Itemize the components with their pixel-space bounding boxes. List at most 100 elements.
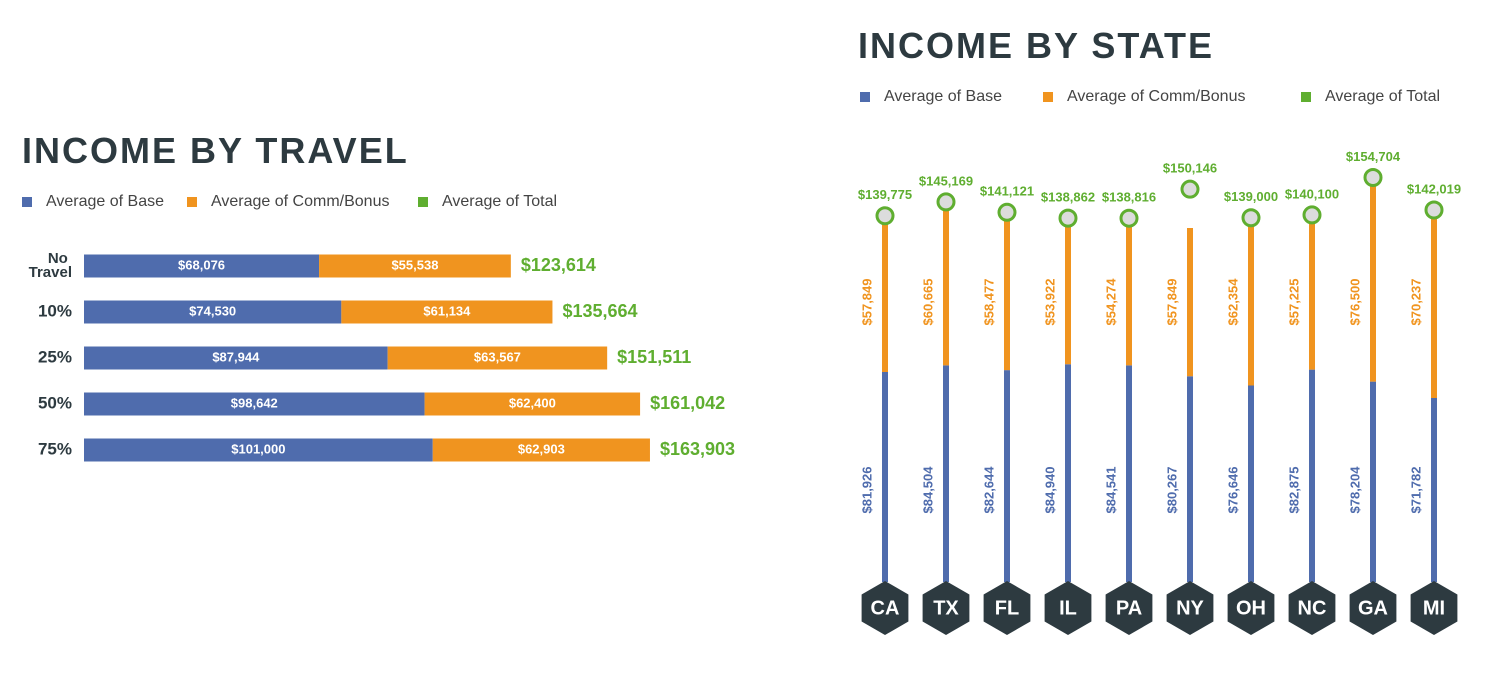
base-label: $76,646 bbox=[1225, 467, 1240, 514]
total-dot bbox=[1424, 200, 1444, 220]
category-label: MI bbox=[1423, 597, 1445, 619]
state-badge bbox=[983, 581, 1031, 635]
category-label: 25% bbox=[38, 347, 72, 366]
bar-segment bbox=[424, 392, 641, 416]
category-label: No Travel bbox=[29, 250, 72, 281]
state-badge bbox=[922, 581, 970, 635]
chart-title: INCOME BY TRAVEL bbox=[22, 130, 409, 171]
category-label: OH bbox=[1236, 597, 1266, 619]
legend-swatch bbox=[418, 197, 428, 207]
legend-swatch bbox=[1043, 92, 1053, 102]
bar-segment bbox=[84, 300, 342, 324]
bar-segment bbox=[84, 392, 425, 416]
total-dot bbox=[1363, 167, 1383, 187]
category-label: CA bbox=[871, 597, 900, 619]
category-label: PA bbox=[1116, 597, 1142, 619]
total-dot bbox=[1241, 208, 1261, 228]
state-badge bbox=[1410, 581, 1458, 635]
base-label: $82,875 bbox=[1286, 467, 1301, 514]
legend-label: Average of Comm/Bonus bbox=[211, 193, 389, 210]
total-label: $163,903 bbox=[660, 439, 735, 459]
state-badge bbox=[861, 581, 909, 635]
chart-title: INCOME BY STATE bbox=[858, 25, 1214, 66]
total-label: $141,121 bbox=[980, 184, 1034, 199]
state-badge bbox=[1044, 581, 1092, 635]
base-label: $84,504 bbox=[920, 466, 935, 514]
category-label: IL bbox=[1059, 597, 1077, 619]
total-label: $151,511 bbox=[617, 347, 691, 367]
bar-segment bbox=[319, 254, 511, 278]
legend-label: Average of Base bbox=[884, 88, 1002, 105]
total-dot bbox=[1180, 179, 1200, 199]
category-label: NC bbox=[1298, 597, 1327, 619]
bar-segment bbox=[432, 438, 650, 462]
bar-segment bbox=[387, 346, 608, 370]
bonus-label: $53,922 bbox=[1042, 279, 1057, 326]
bonus-label: $57,849 bbox=[1164, 279, 1179, 326]
bar-value-label: $68,076 bbox=[178, 257, 225, 272]
bonus-label: $76,500 bbox=[1347, 279, 1362, 326]
category-label: FL bbox=[995, 597, 1019, 619]
total-label: $154,704 bbox=[1346, 149, 1401, 164]
total-label: $145,169 bbox=[919, 173, 973, 188]
legend-label: Average of Base bbox=[46, 193, 164, 210]
category-label: GA bbox=[1358, 597, 1388, 619]
total-dot bbox=[875, 206, 895, 226]
total-dot bbox=[936, 192, 956, 212]
total-dot bbox=[1302, 205, 1322, 225]
bar-value-label: $98,642 bbox=[231, 395, 278, 410]
state-badge bbox=[1288, 581, 1336, 635]
bar-value-label: $87,944 bbox=[212, 349, 260, 364]
bonus-label: $57,225 bbox=[1286, 279, 1301, 326]
legend-swatch bbox=[22, 197, 32, 207]
total-label: $150,146 bbox=[1163, 161, 1217, 176]
state-badge bbox=[1105, 581, 1153, 635]
legend-swatch bbox=[187, 197, 197, 207]
state-badge bbox=[1349, 581, 1397, 635]
bonus-label: $58,477 bbox=[981, 279, 996, 326]
base-label: $81,926 bbox=[859, 467, 874, 514]
bonus-label: $62,354 bbox=[1225, 278, 1240, 326]
bar-value-label: $62,903 bbox=[518, 441, 565, 456]
legend-label: Average of Total bbox=[1325, 88, 1440, 105]
category-label-line: No bbox=[48, 250, 72, 267]
base-label: $80,267 bbox=[1164, 467, 1179, 514]
total-label: $140,100 bbox=[1285, 186, 1339, 201]
category-label: 10% bbox=[38, 301, 72, 320]
bonus-label: $60,665 bbox=[920, 279, 935, 326]
total-label: $139,000 bbox=[1224, 189, 1278, 204]
bar-segment bbox=[84, 254, 320, 278]
bonus-label: $70,237 bbox=[1408, 279, 1423, 326]
base-label: $82,644 bbox=[981, 466, 996, 514]
bar-segment bbox=[341, 300, 553, 324]
bar-value-label: $63,567 bbox=[474, 349, 521, 364]
category-label: NY bbox=[1176, 597, 1204, 619]
total-dot bbox=[997, 202, 1017, 222]
bonus-label: $54,274 bbox=[1103, 278, 1118, 326]
legend-label: Average of Total bbox=[442, 193, 557, 210]
bar-value-label: $101,000 bbox=[231, 441, 285, 456]
category-label-line: Travel bbox=[29, 264, 72, 281]
legend-swatch bbox=[1301, 92, 1311, 102]
total-label: $123,614 bbox=[521, 255, 596, 275]
bonus-label: $57,849 bbox=[859, 279, 874, 326]
category-label: TX bbox=[933, 597, 959, 619]
bar-value-label: $62,400 bbox=[509, 395, 556, 410]
bar-value-label: $61,134 bbox=[423, 303, 471, 318]
total-label: $138,862 bbox=[1041, 190, 1095, 205]
total-label: $135,664 bbox=[562, 301, 637, 321]
total-dot bbox=[1058, 208, 1078, 228]
total-label: $138,816 bbox=[1102, 190, 1156, 205]
category-label: 50% bbox=[38, 393, 72, 412]
bar-segment bbox=[84, 438, 433, 462]
category-label: 75% bbox=[38, 439, 72, 458]
legend-swatch bbox=[860, 92, 870, 102]
legend-label: Average of Comm/Bonus bbox=[1067, 88, 1245, 105]
total-label: $139,775 bbox=[858, 187, 912, 202]
bar-value-label: $74,530 bbox=[189, 303, 236, 318]
base-label: $71,782 bbox=[1408, 467, 1423, 514]
state-badge bbox=[1166, 581, 1214, 635]
total-label: $161,042 bbox=[650, 393, 725, 413]
bar-segment bbox=[84, 346, 388, 370]
total-dot bbox=[1119, 208, 1139, 228]
